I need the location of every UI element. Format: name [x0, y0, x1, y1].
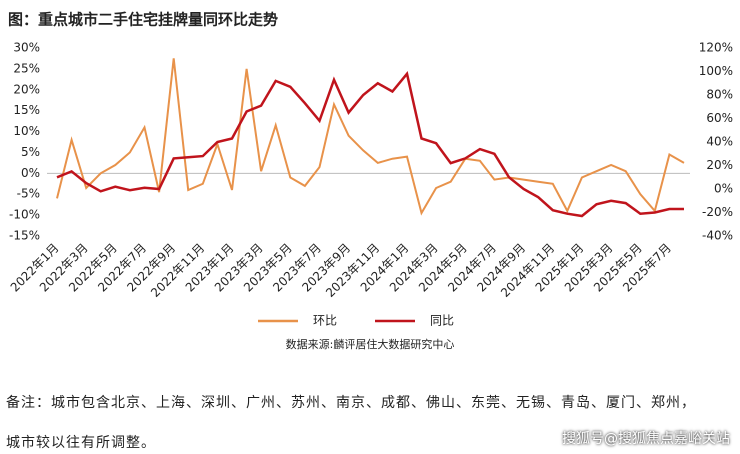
line — [56, 58, 685, 216]
y2-tick-label: 80% — [706, 88, 733, 102]
y2-tick-label: 0% — [714, 182, 733, 196]
y2-tick-label: 40% — [706, 135, 733, 149]
y2-tick-label: -40% — [702, 229, 733, 243]
y-tick-label: 10% — [13, 124, 40, 138]
y-tick-label: 30% — [13, 41, 40, 55]
y2-tick-label: 120% — [699, 41, 733, 55]
line — [56, 71, 684, 218]
y-tick-label: 20% — [13, 82, 40, 96]
y-tick-label: -10% — [9, 208, 40, 222]
y2-tick-label: 20% — [706, 158, 733, 172]
watermark: 搜狐号@搜狐焦点嘉峪关站 — [562, 431, 730, 447]
legend-label: 同比 — [430, 314, 454, 328]
legend-label: 环比 — [313, 314, 337, 328]
y-tick-label: 0% — [21, 166, 40, 180]
chart-title: 图：重点城市二手住宅挂牌量同环比走势 — [8, 11, 278, 29]
y2-tick-label: -20% — [702, 205, 733, 219]
chart: 图：重点城市二手住宅挂牌量同环比走势 数据来源:麟评居住大数据研究中心 -15%… — [8, 11, 733, 352]
y-tick-label: 25% — [13, 61, 40, 75]
y2-tick-label: 100% — [699, 64, 733, 78]
note: 城市较以往有所调整。 — [6, 435, 156, 451]
y-tick-label: -5% — [17, 187, 40, 201]
y-tick-label: 5% — [21, 145, 40, 159]
y-tick-label: 15% — [13, 103, 40, 117]
source: 数据来源:麟评居住大数据研究中心 — [286, 337, 455, 351]
y2-tick-label: 60% — [706, 111, 733, 125]
y-tick-label: -15% — [9, 229, 40, 243]
note: 备注：城市包含北京、上海、深圳、广州、苏州、南京、成都、佛山、东莞、无锡、青岛、… — [6, 395, 696, 411]
